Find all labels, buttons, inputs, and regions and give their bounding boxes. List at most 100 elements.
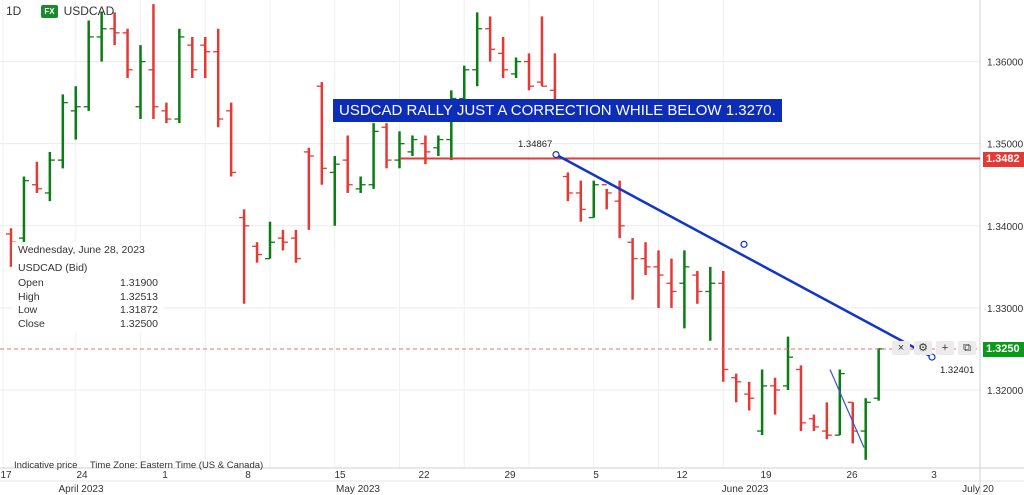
y-tick-label: 1.36000 <box>987 58 1024 69</box>
ohlc-bar <box>31 161 42 193</box>
copy-icon[interactable]: ⧉ <box>958 341 976 355</box>
ohlc-bar <box>239 209 250 304</box>
ohlc-bar <box>83 20 94 111</box>
last-price-tag: 1.3250 <box>983 342 1024 357</box>
x-day-label: 29 <box>504 470 516 481</box>
info-row-close: Close 1.32500 <box>18 318 158 332</box>
ohlc-bar <box>252 242 263 263</box>
ohlc-bar <box>420 135 431 165</box>
ohlc-bar <box>601 184 612 210</box>
plus-icon[interactable]: + <box>936 341 954 355</box>
ohlc-bar <box>666 258 677 308</box>
ohlc-bar <box>640 242 651 276</box>
timezone-note[interactable]: Time Zone: Eastern Time (US & Canada) <box>89 460 264 471</box>
symbol-label[interactable]: USDCAD <box>63 4 115 18</box>
y-tick-label: 1.33000 <box>987 304 1024 315</box>
ohlc-bar <box>174 28 185 124</box>
ohlc-bar <box>44 151 55 202</box>
timeframe-label[interactable]: 1D <box>6 4 22 18</box>
drawing-toolbar: × ⚙ + ⧉ <box>892 341 976 355</box>
ohlc-bar <box>524 53 534 91</box>
x-month-label: June 2023 <box>722 484 769 495</box>
ohlc-bar <box>821 402 832 440</box>
x-day-label: 8 <box>245 470 251 481</box>
ohlc-bar <box>718 270 729 382</box>
ohlc-bar <box>109 12 120 46</box>
ohlc-bar <box>122 28 133 78</box>
close-icon[interactable]: × <box>892 341 910 355</box>
trendline-handle <box>740 240 748 248</box>
ohlc-bar <box>329 156 340 226</box>
ohlc-bar <box>860 398 871 460</box>
x-day-label: 5 <box>593 470 599 481</box>
ohlc-bar <box>511 57 522 78</box>
ohlc-bar <box>472 12 483 87</box>
ohlc-bar <box>588 180 599 219</box>
ohlc-bar <box>627 238 638 300</box>
ohlc-bar <box>485 16 496 62</box>
x-day-label: 15 <box>334 470 346 481</box>
x-day-label: 12 <box>676 470 688 481</box>
ohlc-bar <box>368 123 379 189</box>
info-label: Low <box>18 304 38 316</box>
x-day-label: 17 <box>0 470 12 481</box>
x-month-label: May 2023 <box>336 484 380 495</box>
info-row-low: Low 1.31872 <box>18 304 158 318</box>
ohlc-bar <box>316 82 327 185</box>
info-value: 1.32513 <box>120 290 158 303</box>
ohlc-bar <box>57 94 68 169</box>
ohlc-bar <box>355 176 366 193</box>
trendline-handle <box>928 353 936 361</box>
info-label: Open <box>18 277 44 289</box>
ohlc-bar <box>277 229 288 251</box>
ohlc-bar <box>653 250 664 308</box>
ohlc-bar <box>135 45 146 120</box>
ohlc-bar <box>161 102 172 124</box>
info-symbol: USDCAD (Bid) <box>18 262 88 274</box>
ohlc-bar <box>187 36 198 78</box>
gear-icon[interactable]: ⚙ <box>914 341 932 355</box>
trendline <box>555 153 933 359</box>
ohlc-bar <box>18 176 29 247</box>
info-value: 1.31872 <box>120 304 158 316</box>
ohlc-bar <box>407 135 418 156</box>
x-month-label: July 20 <box>962 484 994 495</box>
ohlc-bar <box>679 250 690 329</box>
ohlc-bar <box>200 36 211 78</box>
ohlc-bar <box>498 36 509 78</box>
ohlc-bar <box>692 270 703 304</box>
y-tick-label: 1.35000 <box>987 140 1024 151</box>
ohlc-bar <box>536 16 547 87</box>
ohlc-bar <box>808 414 819 432</box>
fx-badge-icon: FX <box>41 4 58 18</box>
ohlc-bar <box>459 65 470 103</box>
ohlc-bar <box>303 147 314 230</box>
ohlc-bar <box>783 336 793 390</box>
ohlc-bar <box>433 135 444 156</box>
ohlc-bar <box>70 86 81 140</box>
info-value: 1.31900 <box>120 277 158 289</box>
trendline-start-label: 1.34867 <box>518 139 553 150</box>
ohlc-bar <box>705 266 716 341</box>
ohlc-bar <box>148 4 159 120</box>
ohlc-bar <box>562 172 573 202</box>
ohlc-bar <box>265 221 275 260</box>
info-value: 1.32500 <box>120 317 158 330</box>
info-label: Close <box>18 317 45 330</box>
trendline-end-label: 1.32401 <box>940 365 975 376</box>
trendline-handle <box>552 151 560 159</box>
y-tick-label: 1.32000 <box>987 386 1024 397</box>
ohlc-bar <box>770 377 781 415</box>
ohlc-bar <box>757 369 768 436</box>
ohlc-bar <box>575 180 586 222</box>
ohlc-bar <box>226 102 237 177</box>
x-day-label: 26 <box>846 470 858 481</box>
ohlc-bar <box>744 381 755 411</box>
chart-header: 1D FX USDCAD <box>6 4 114 18</box>
chart-annotation[interactable]: USDCAD RALLY JUST A CORRECTION WHILE BEL… <box>333 99 782 122</box>
x-day-label: 24 <box>76 470 88 481</box>
chart-footer: Indicative price Time Zone: Eastern Time… <box>14 460 273 471</box>
resistance-price-tag: 1.3482 <box>983 152 1024 167</box>
